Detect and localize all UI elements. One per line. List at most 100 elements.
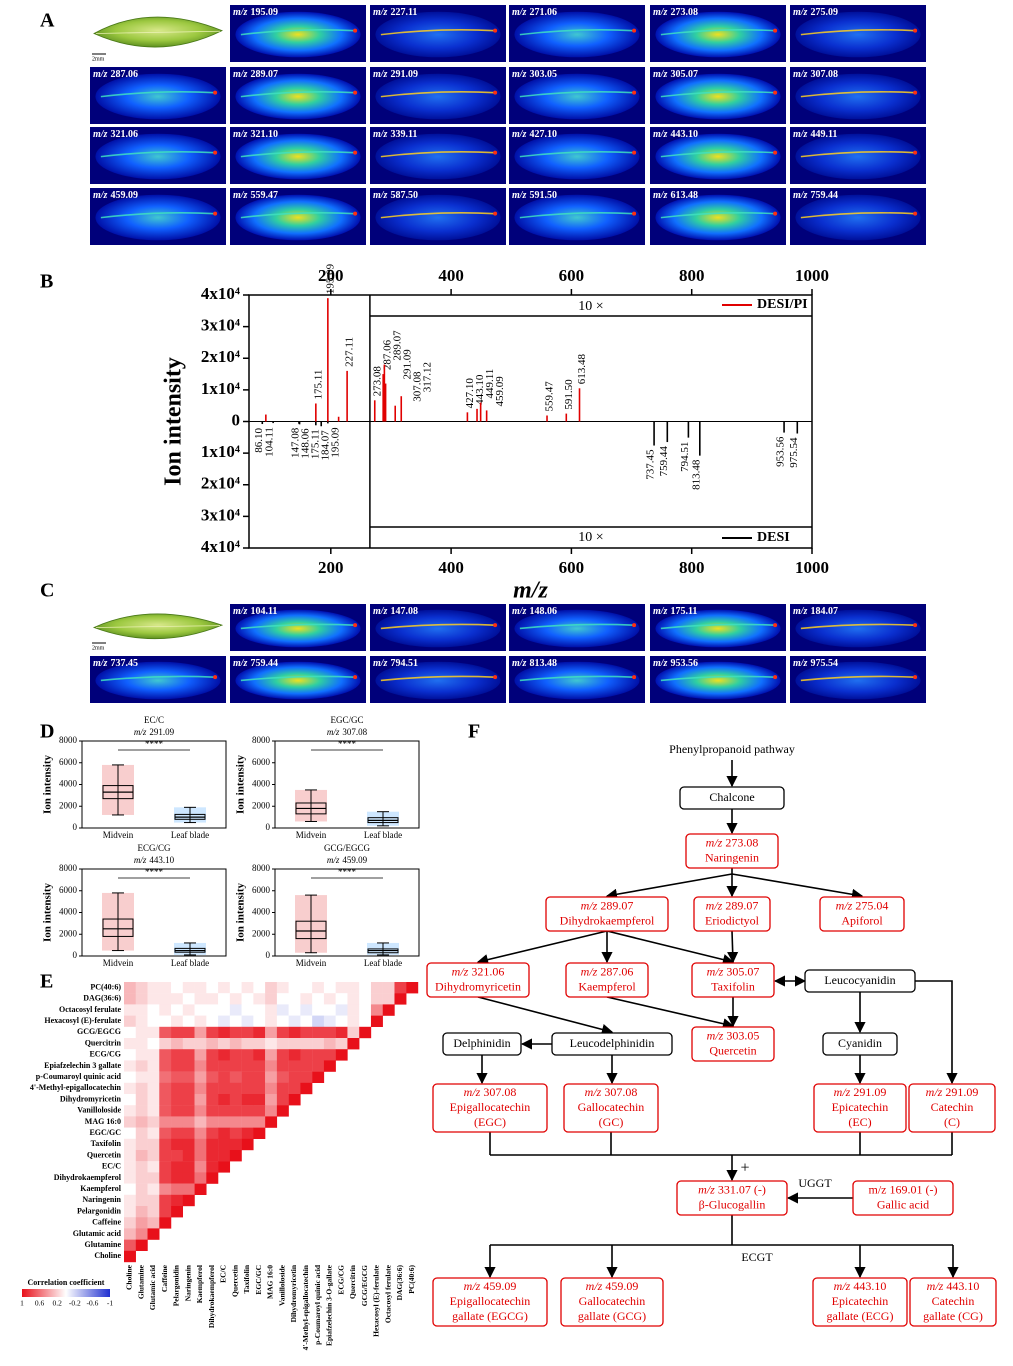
mz-prefix: m/z xyxy=(512,69,527,80)
heatmap-cell xyxy=(135,1060,148,1072)
colorbar-tick-label: -0.2 xyxy=(69,1299,81,1308)
ion-image-tip xyxy=(493,28,498,33)
ion-image-tip xyxy=(632,675,637,680)
heatmap-cell xyxy=(288,1015,301,1027)
heatmap-cell xyxy=(124,1082,136,1095)
heatmap-cell xyxy=(265,1094,278,1106)
heatmap-cell xyxy=(182,982,195,994)
heatmap-cell xyxy=(206,1161,219,1173)
ion-image-tissue xyxy=(655,609,781,648)
x-tick-label: Midvein xyxy=(103,830,134,840)
mz-prefix: m/z xyxy=(93,69,108,80)
panel-label: F xyxy=(468,721,480,743)
pathway-node xyxy=(812,1277,908,1327)
node-label: Catechin xyxy=(932,1294,975,1308)
y-category-label: EC/C xyxy=(102,1162,121,1171)
panel-label: B xyxy=(40,271,53,293)
ion-image-midvein xyxy=(519,623,635,630)
heatmap-cell xyxy=(147,993,160,1005)
heatmap-cell xyxy=(147,1026,160,1039)
x-category-label: p-Coumaroyl quinic acid xyxy=(313,1264,322,1345)
heatmap-cell xyxy=(265,1026,278,1039)
node-label: Catechin xyxy=(931,1100,974,1114)
ion-label: m/z 289.07 xyxy=(233,69,278,80)
heatmap-cell xyxy=(265,1049,278,1061)
ion-image-midvein xyxy=(800,151,916,158)
panel-label: A xyxy=(40,10,55,32)
heatmap-cell xyxy=(194,1082,207,1095)
heatmap-cell xyxy=(335,1026,348,1039)
heatmap-cell xyxy=(206,1026,219,1039)
heatmap-cell xyxy=(124,1206,136,1218)
heatmap-cell xyxy=(194,1183,207,1195)
y-tick-label: 0 xyxy=(266,822,271,832)
heatmap-cell xyxy=(218,1094,231,1106)
mz-prefix: m/z xyxy=(134,727,147,737)
mz-prefix: m/z xyxy=(373,7,388,18)
heatmap-cell xyxy=(241,1138,254,1151)
ion-image-tip xyxy=(213,150,218,155)
node-label: (EGC) xyxy=(474,1115,506,1129)
heatmap-cell xyxy=(194,1094,207,1106)
peak-label: 443.10 xyxy=(474,374,486,405)
pathway-title: Phenylpropanoid pathway xyxy=(669,742,795,756)
node-label: Epigallocatechin xyxy=(450,1294,531,1308)
mz-value: 291.09 xyxy=(853,1085,886,1099)
mz-prefix: m/z xyxy=(512,606,527,617)
ion-label: m/z 559.47 xyxy=(233,190,278,201)
ion-image-midvein xyxy=(519,91,635,98)
ion-label: m/z 339.11 xyxy=(373,129,417,140)
heatmap-cell xyxy=(288,982,301,994)
mz-prefix: m/z xyxy=(927,1279,944,1293)
node-label: Leucodelphinidin xyxy=(570,1036,655,1050)
mz-prefix: m/z xyxy=(793,658,808,669)
node-mz: m/z 289.07 xyxy=(706,898,759,912)
x-tick-label: Leaf blade xyxy=(364,830,402,840)
heatmap-cell xyxy=(171,1004,183,1016)
heatmap-cell xyxy=(288,1094,301,1106)
ion-image-midvein xyxy=(660,623,776,630)
mz-prefix: m/z xyxy=(834,1085,851,1099)
heatmap-cell xyxy=(347,1015,360,1027)
heatmap-cell xyxy=(182,1015,195,1027)
mz-prefix: m/z xyxy=(653,7,668,18)
panel-label: D xyxy=(40,721,54,743)
heatmap-cell xyxy=(229,982,242,994)
ion-image-tip xyxy=(773,28,778,33)
mz-value: 613.48 xyxy=(670,190,698,201)
heatmap-cell xyxy=(312,1071,325,1083)
mz-prefix: m/z xyxy=(134,855,147,865)
heatmap-cell xyxy=(159,1049,172,1061)
heatmap-cell xyxy=(370,993,383,1005)
heatmap-cell xyxy=(135,1026,148,1039)
ion-image-tissue xyxy=(235,73,361,120)
mz-value: 307.08 xyxy=(483,1085,516,1099)
heatmap-cell xyxy=(206,1150,219,1162)
ion-label: m/z 307.08 xyxy=(793,69,838,80)
mz-prefix: m/z xyxy=(707,964,724,978)
node-label: Chalcone xyxy=(709,790,754,804)
node-mz: m/z 287.06 xyxy=(581,964,634,978)
peak-label: 459.09 xyxy=(494,376,506,407)
y-tick-label: 4000 xyxy=(59,907,78,917)
pathway-node xyxy=(565,962,649,998)
ion-label: m/z 427.10 xyxy=(512,129,557,140)
heatmap-cell xyxy=(218,1004,231,1016)
ion-label: m/z 459.09 xyxy=(93,190,138,201)
heatmap-cell xyxy=(241,1071,254,1083)
x-category-label: Quercitrin xyxy=(348,1264,357,1299)
heatmap-cell xyxy=(124,1150,136,1162)
node-label: Gallocatechin xyxy=(579,1294,646,1308)
pathway-arrow xyxy=(477,996,614,1035)
y-category-label: Vanilloloside xyxy=(77,1106,121,1115)
mz-value: 291.09 xyxy=(390,69,418,80)
mz-value: 331.07 (-) xyxy=(718,1182,766,1196)
mz-prefix: m/z xyxy=(373,190,388,201)
heatmap-cell xyxy=(370,1015,383,1027)
heatmap-cell xyxy=(124,1049,136,1061)
pathway-node xyxy=(545,896,669,932)
heatmap-cell xyxy=(147,1004,160,1016)
box-subtitle: m/z 459.09 xyxy=(327,855,368,865)
pathway-node xyxy=(691,962,775,998)
heatmap-cell xyxy=(135,1138,148,1151)
